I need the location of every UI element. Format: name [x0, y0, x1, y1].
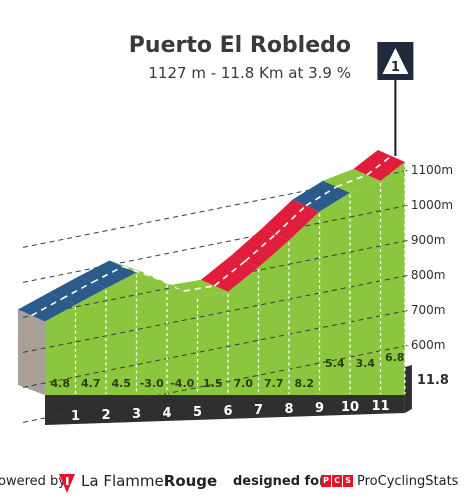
gradient-label: 4.7 — [81, 377, 101, 390]
elevation-tick-label: 1000m — [411, 198, 453, 212]
profile-base-end — [404, 365, 412, 413]
mountain-icon — [382, 48, 409, 74]
elevation-gridline — [22, 274, 410, 353]
pcs-letter: P — [321, 475, 331, 487]
ribbon-centerline — [122, 265, 154, 278]
ribbon-centerline — [366, 155, 392, 176]
ribbon-centerline — [183, 285, 215, 292]
elevation-tick-label: 700m — [411, 303, 446, 317]
km-tick-label: 3 — [132, 407, 141, 422]
gradient-label: 5.4 — [325, 357, 345, 370]
elevation-gridline — [22, 344, 410, 423]
km-tick-label: 10 — [341, 400, 359, 415]
gradient-label: 3.4 — [356, 357, 376, 370]
designed-for-label: designed for — [233, 474, 326, 489]
gradient-segment — [262, 199, 320, 241]
powered-by-label: owered by — [0, 474, 66, 489]
km-tick-label: 2 — [101, 408, 110, 423]
elevation-tick-label: 600m — [411, 338, 446, 352]
climb-subtitle: 1127 m - 11.8 Km at 3.9 % — [148, 64, 351, 82]
km-tick-label: 11 — [371, 399, 389, 414]
ribbon-centerline — [336, 174, 368, 188]
climb-title: Puerto El Robledo — [128, 33, 351, 58]
flamme-rouge-brand: La FlammeRouge — [81, 472, 218, 490]
gradient-label: 4.8 — [51, 377, 71, 390]
gradient-label: 8.2 — [295, 377, 315, 390]
km-tick-label: 6 — [223, 404, 232, 419]
gradient-label: 6.8 — [385, 351, 405, 364]
elevation-gridline — [22, 204, 410, 283]
procyclingstats-label: ProCyclingStats — [357, 474, 459, 489]
ribbon-centerline — [244, 233, 277, 262]
pcs-logo-icon: P C S — [321, 475, 353, 487]
elevation-tick-label: 1100m — [411, 163, 453, 177]
gradient-segment — [292, 180, 350, 212]
gradient-segment — [201, 255, 259, 292]
km-tick-label: 5 — [193, 405, 202, 420]
km-end-label: 11.8 — [417, 373, 449, 388]
ribbon-centerline — [92, 265, 124, 284]
km-tick-label: 7 — [254, 403, 263, 418]
km-tick-label: 8 — [284, 402, 293, 417]
ribbon-centerline — [61, 281, 93, 300]
elevation-gridline — [22, 239, 410, 318]
profile-side-wall — [18, 309, 45, 395]
gradient-segment — [231, 228, 289, 268]
elevation-tick-label: 800m — [411, 268, 446, 282]
gradient-label: 7.7 — [264, 377, 284, 390]
gradient-label: -3.0 — [140, 377, 164, 390]
flamme-rouge-logo-icon — [59, 474, 75, 493]
elevation-gridline — [22, 309, 410, 388]
profile-face — [45, 161, 405, 395]
category-label: 1 — [391, 60, 400, 75]
gradient-label: 4.5 — [112, 377, 132, 390]
ribbon-centerline — [274, 205, 307, 235]
pcs-letter: C — [332, 475, 342, 487]
km-tick-label: 1 — [71, 409, 80, 424]
elevation-tick-label: 900m — [411, 233, 446, 247]
ribbon-centerline — [305, 186, 337, 207]
gradient-label: 7.0 — [234, 377, 254, 390]
pcs-letter: S — [343, 475, 353, 487]
gradient-label: 1.5 — [203, 377, 223, 390]
gradient-label: -4.0 — [170, 377, 194, 390]
profile-base-strip — [45, 395, 405, 425]
ribbon-centerline — [31, 298, 63, 317]
km-tick-label: 9 — [315, 401, 324, 416]
km-tick-label: 4 — [162, 406, 171, 421]
